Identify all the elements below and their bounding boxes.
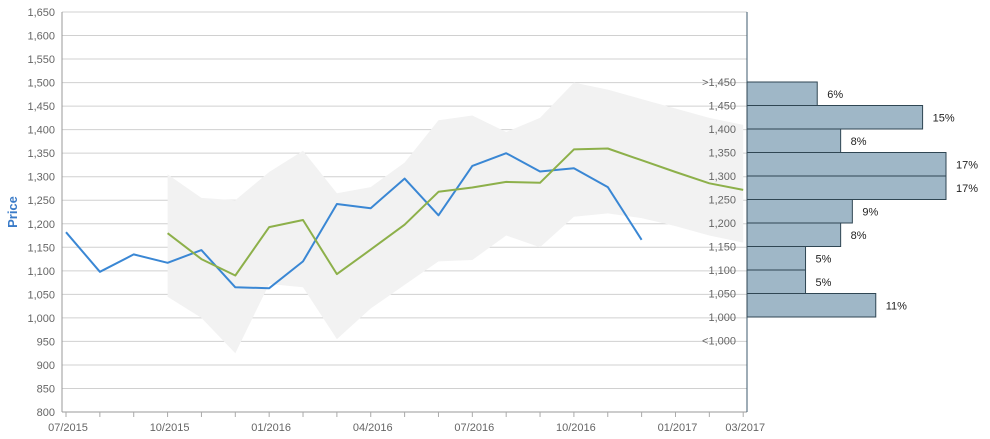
x-tick-label: 04/2016 [353, 422, 393, 434]
dist-bar [746, 105, 924, 130]
dist-bin-label: 1,100 [708, 265, 736, 277]
y-axis-label: Price [5, 196, 20, 228]
y-tick-label: 1,450 [27, 101, 55, 113]
y-tick-label: 950 [37, 336, 55, 348]
dist-bar-pct: 5% [816, 277, 832, 289]
series-line-2 [166, 147, 744, 277]
dist-bar [746, 222, 842, 247]
dist-bar [746, 269, 807, 294]
y-tick-label: 1,350 [27, 148, 55, 160]
dist-bar-pct: 17% [956, 159, 978, 171]
y-tick-label: 1,500 [27, 78, 55, 90]
dist-bar-pct: 8% [851, 136, 867, 148]
dist-bar-pct: 17% [956, 183, 978, 195]
dist-bar-pct: 9% [862, 206, 878, 218]
dist-bar [746, 246, 807, 271]
dist-bar-pct: 15% [933, 112, 955, 124]
x-tick-label: 03/2017 [725, 422, 765, 434]
dist-bin-label: 1,050 [708, 289, 736, 301]
y-tick-label: 1,400 [27, 125, 55, 137]
dist-bar [746, 175, 947, 200]
x-tick-label: 10/2016 [556, 422, 596, 434]
dist-bar [746, 152, 947, 177]
dist-bar-pct: 6% [827, 89, 843, 101]
dist-bar [746, 81, 818, 106]
dist-bin-label: 1,400 [708, 124, 736, 136]
y-tick-label: 1,150 [27, 242, 55, 254]
band-area [167, 82, 744, 354]
dist-bin-label: 1,200 [708, 218, 736, 230]
y-tick-label: 900 [37, 360, 55, 372]
dist-bar [746, 199, 853, 224]
series-line-1 [65, 152, 643, 290]
y-tick-label: 850 [37, 383, 55, 395]
y-tick-label: 1,000 [27, 313, 55, 325]
y-tick-label: 1,300 [27, 172, 55, 184]
dist-bar [746, 128, 842, 153]
dist-bin-label: 1,350 [708, 148, 736, 160]
x-tick-label: 01/2016 [251, 422, 291, 434]
price-distribution: >1,450 6% 1,450 15% 1,400 8% 1,350 17% 1,300 17% 1… [702, 77, 978, 348]
y-tick-label: 1,100 [27, 266, 55, 278]
dist-bar-pct: 8% [851, 230, 867, 242]
y-tick-label: 1,600 [27, 31, 55, 43]
x-tick-labels: 07/2015 10/2015 01/2016 04/2016 07/2016 10/20… [48, 422, 765, 434]
dist-bin-label: >1,450 [702, 77, 736, 89]
dist-bar-pct: 11% [886, 300, 907, 312]
dist-bin-label: 1,000 [708, 312, 736, 324]
y-tick-label: 1,200 [27, 219, 55, 231]
series-lines [65, 147, 744, 290]
axes [61, 12, 748, 417]
dist-bin-label: 1,150 [708, 242, 736, 254]
dist-bin-label: <1,000 [702, 336, 736, 348]
dist-bin-label: 1,450 [708, 101, 736, 113]
y-tick-labels: 800 850 900 950 1,000 1,050 1,100 1,150 1,200 1,2… [27, 7, 55, 419]
y-tick-label: 1,650 [27, 7, 55, 19]
x-tick-label: 07/2016 [454, 422, 494, 434]
dist-bin-label: 1,250 [708, 195, 736, 207]
x-tick-label: 10/2015 [150, 422, 190, 434]
y-tick-label: 800 [37, 407, 55, 419]
dist-bar [746, 293, 877, 318]
dist-bar-pct: 5% [816, 253, 832, 265]
y-tick-label: 1,050 [27, 289, 55, 301]
x-tick-label: 01/2017 [658, 422, 698, 434]
x-tick-label: 07/2015 [48, 422, 88, 434]
dist-bin-label: 1,300 [708, 171, 736, 183]
y-tick-label: 1,550 [27, 54, 55, 66]
confidence-band [167, 82, 744, 354]
y-tick-label: 1,250 [27, 195, 55, 207]
